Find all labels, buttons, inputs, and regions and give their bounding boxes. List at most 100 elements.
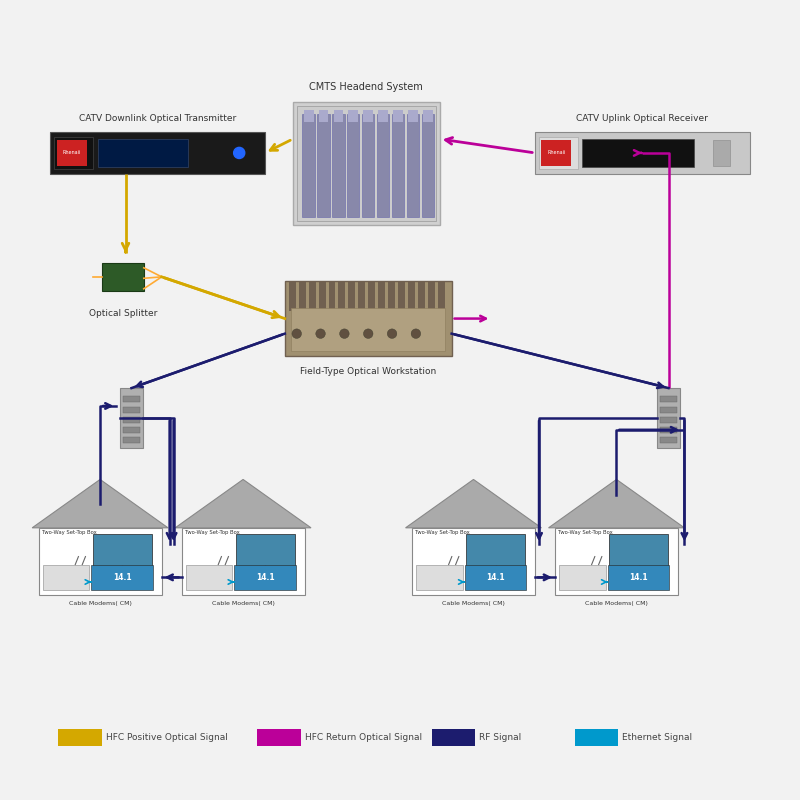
- Text: Rhenaii: Rhenaii: [62, 150, 81, 155]
- Bar: [298, 282, 306, 311]
- Bar: [91, 565, 153, 590]
- Bar: [236, 534, 295, 566]
- Bar: [535, 132, 750, 174]
- Bar: [362, 114, 374, 218]
- Text: 14.1: 14.1: [630, 573, 648, 582]
- Bar: [332, 114, 345, 218]
- Bar: [122, 427, 140, 433]
- Bar: [660, 417, 678, 422]
- Bar: [398, 282, 405, 311]
- Bar: [309, 282, 315, 311]
- Bar: [465, 565, 526, 590]
- Bar: [466, 534, 526, 566]
- Bar: [329, 282, 335, 311]
- Bar: [122, 437, 140, 443]
- Bar: [50, 132, 265, 174]
- Bar: [98, 138, 188, 167]
- Bar: [363, 110, 374, 122]
- Circle shape: [234, 147, 245, 158]
- Bar: [377, 114, 390, 218]
- Text: Ethernet Signal: Ethernet Signal: [622, 733, 693, 742]
- Bar: [291, 308, 446, 350]
- Bar: [408, 110, 418, 122]
- Bar: [539, 137, 578, 169]
- Bar: [285, 281, 452, 356]
- Bar: [713, 140, 730, 166]
- Bar: [349, 110, 358, 122]
- Bar: [57, 140, 87, 166]
- Circle shape: [363, 329, 373, 338]
- Text: 14.1: 14.1: [486, 573, 505, 582]
- Circle shape: [340, 329, 349, 338]
- Circle shape: [316, 329, 326, 338]
- Bar: [289, 282, 296, 311]
- Bar: [122, 417, 140, 422]
- Circle shape: [387, 329, 397, 338]
- Polygon shape: [175, 479, 311, 528]
- Bar: [378, 282, 385, 311]
- Polygon shape: [32, 479, 168, 528]
- Bar: [408, 282, 415, 311]
- Bar: [658, 388, 680, 448]
- Bar: [609, 534, 668, 566]
- Bar: [347, 114, 359, 218]
- Bar: [432, 729, 475, 746]
- Bar: [394, 110, 403, 122]
- Bar: [422, 114, 434, 218]
- Bar: [559, 565, 606, 590]
- Bar: [542, 140, 571, 166]
- Text: CATV Downlink Optical Transmitter: CATV Downlink Optical Transmitter: [79, 114, 236, 122]
- Bar: [388, 282, 395, 311]
- Bar: [302, 114, 314, 218]
- Text: HFC Positive Optical Signal: HFC Positive Optical Signal: [106, 733, 228, 742]
- Text: CMTS Headend System: CMTS Headend System: [310, 82, 423, 92]
- Bar: [660, 437, 678, 443]
- Text: Two-Way Set-Top Box: Two-Way Set-Top Box: [185, 530, 239, 535]
- Bar: [318, 114, 330, 218]
- Bar: [93, 534, 152, 566]
- Bar: [418, 282, 425, 311]
- Bar: [428, 282, 434, 311]
- Text: Cable Modems( CM): Cable Modems( CM): [69, 601, 131, 606]
- Bar: [257, 729, 301, 746]
- Bar: [54, 137, 93, 169]
- Text: RF Signal: RF Signal: [479, 733, 522, 742]
- Bar: [304, 110, 314, 122]
- Circle shape: [411, 329, 421, 338]
- Bar: [182, 528, 305, 594]
- Bar: [378, 110, 388, 122]
- Bar: [555, 528, 678, 594]
- Bar: [186, 565, 232, 590]
- Bar: [120, 388, 142, 448]
- Bar: [297, 106, 436, 222]
- Bar: [368, 282, 375, 311]
- Bar: [293, 102, 440, 226]
- Text: HFC Return Optical Signal: HFC Return Optical Signal: [305, 733, 422, 742]
- Bar: [122, 406, 140, 413]
- Circle shape: [292, 329, 302, 338]
- Text: 14.1: 14.1: [256, 573, 274, 582]
- Bar: [660, 397, 678, 402]
- Bar: [608, 565, 670, 590]
- Bar: [392, 114, 404, 218]
- Polygon shape: [406, 479, 542, 528]
- Bar: [58, 729, 102, 746]
- Bar: [416, 565, 462, 590]
- Text: CATV Uplink Optical Receiver: CATV Uplink Optical Receiver: [576, 114, 708, 122]
- Text: Two-Way Set-Top Box: Two-Way Set-Top Box: [42, 530, 97, 535]
- Bar: [42, 565, 90, 590]
- Bar: [122, 397, 140, 402]
- Bar: [406, 114, 419, 218]
- Bar: [38, 528, 162, 594]
- Bar: [358, 282, 366, 311]
- Text: Cable Modems( CM): Cable Modems( CM): [442, 601, 505, 606]
- Bar: [438, 282, 445, 311]
- Bar: [660, 427, 678, 433]
- Text: Cable Modems( CM): Cable Modems( CM): [212, 601, 274, 606]
- Text: Cable Modems( CM): Cable Modems( CM): [585, 601, 648, 606]
- Text: Optical Splitter: Optical Splitter: [89, 309, 157, 318]
- Text: Rhenaii: Rhenaii: [547, 150, 566, 155]
- Polygon shape: [549, 479, 685, 528]
- Bar: [318, 282, 326, 311]
- Text: Field-Type Optical Workstation: Field-Type Optical Workstation: [300, 366, 436, 376]
